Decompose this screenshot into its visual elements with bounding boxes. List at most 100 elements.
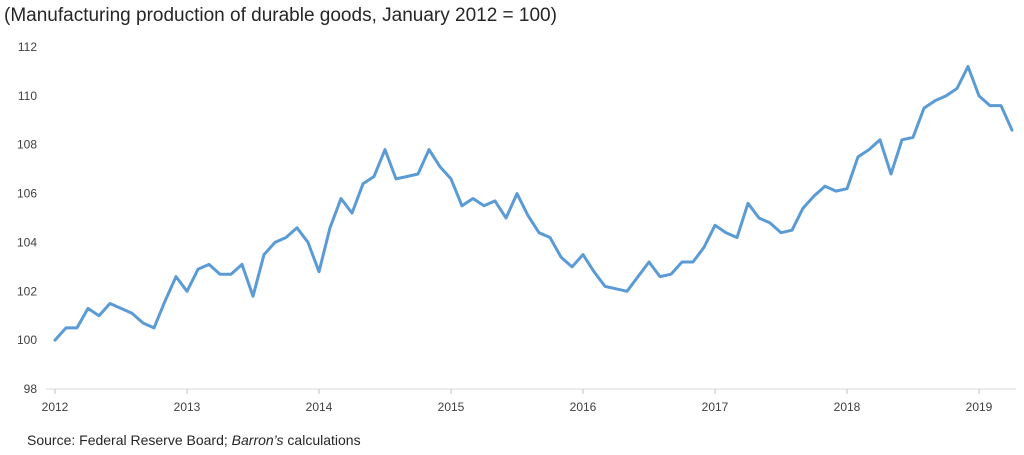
data-point: [340, 197, 343, 200]
data-point: [604, 285, 607, 288]
data-point: [802, 207, 805, 210]
data-point: [670, 273, 673, 276]
data-point: [912, 136, 915, 139]
data-point: [175, 275, 178, 278]
data-point: [824, 185, 827, 188]
data-point: [538, 231, 541, 234]
data-point: [362, 182, 365, 185]
data-point: [296, 226, 299, 229]
data-point: [153, 326, 156, 329]
data-point: [659, 275, 662, 278]
data-point: [461, 204, 464, 207]
data-point: [351, 212, 354, 215]
data-point: [241, 263, 244, 266]
source-note: Source: Federal Reserve Board; Barron’s …: [27, 432, 361, 448]
x-tick-label: 2012: [42, 400, 69, 414]
data-point: [373, 175, 376, 178]
data-point: [637, 275, 640, 278]
y-tick-label: 100: [17, 333, 37, 347]
y-tick-label: 108: [17, 138, 37, 152]
data-point: [714, 224, 717, 227]
series-layer: [53, 65, 1014, 342]
data-point: [494, 199, 497, 202]
data-point: [252, 295, 255, 298]
x-tick-label: 2019: [966, 400, 993, 414]
data-point: [923, 107, 926, 110]
data-point: [945, 94, 948, 97]
data-point: [868, 148, 871, 151]
y-tick-label: 110: [18, 89, 37, 103]
data-point: [736, 236, 739, 239]
data-point: [560, 256, 563, 259]
data-point: [318, 270, 321, 273]
data-point: [76, 326, 79, 329]
data-point: [989, 104, 992, 107]
data-point: [329, 226, 332, 229]
data-point: [230, 273, 233, 276]
data-point: [967, 65, 970, 68]
series-line: [53, 65, 1014, 342]
data-point: [978, 94, 981, 97]
data-point: [516, 192, 519, 195]
data-point: [263, 253, 266, 256]
data-point: [571, 265, 574, 268]
data-point: [87, 307, 90, 310]
data-point: [901, 138, 904, 141]
data-point: [769, 221, 772, 224]
y-tick-label: 106: [17, 187, 37, 201]
x-tick-label: 2017: [702, 400, 729, 414]
data-point: [758, 217, 761, 220]
y-tick-label: 98: [24, 382, 38, 396]
data-point: [835, 190, 838, 193]
data-point: [791, 229, 794, 232]
data-point: [582, 253, 585, 256]
data-point: [384, 148, 387, 151]
data-point: [703, 246, 706, 249]
y-tick-label: 112: [18, 40, 37, 54]
data-point: [681, 261, 684, 264]
x-tick-label: 2016: [570, 400, 597, 414]
source-suffix: calculations: [283, 432, 361, 448]
data-point: [725, 231, 728, 234]
chart-title: (Manufacturing production of durable goo…: [4, 5, 557, 26]
data-point: [98, 314, 101, 317]
data-point: [1011, 129, 1014, 132]
data-point: [164, 300, 167, 303]
data-point: [428, 148, 431, 151]
data-point: [439, 165, 442, 168]
x-tick-label: 2018: [834, 400, 861, 414]
data-point: [648, 261, 651, 264]
y-tick-label: 104: [17, 235, 37, 249]
y-axis: 98 100 102 104 106 108 110 112: [17, 40, 37, 396]
data-point: [307, 241, 310, 244]
data-point: [934, 99, 937, 102]
data-point: [890, 173, 893, 176]
source-italic: Barron’s: [231, 432, 284, 448]
data-point: [857, 155, 860, 158]
data-point: [626, 290, 629, 293]
data-point: [197, 268, 200, 271]
data-point: [483, 204, 486, 207]
data-point: [527, 214, 530, 217]
data-point: [285, 236, 288, 239]
data-point: [142, 322, 145, 325]
data-point: [65, 326, 68, 329]
data-point: [879, 138, 882, 141]
data-point: [450, 177, 453, 180]
data-point: [417, 173, 420, 176]
data-point: [593, 270, 596, 273]
data-point: [813, 195, 816, 198]
data-point: [1000, 104, 1003, 107]
data-point: [615, 287, 618, 290]
source-prefix: Source: Federal Reserve Board;: [27, 432, 232, 448]
x-tick-label: 2014: [306, 400, 333, 414]
data-point: [747, 202, 750, 205]
data-point: [505, 217, 508, 220]
y-tick-label: 102: [17, 284, 37, 298]
data-point: [54, 339, 57, 342]
data-point: [219, 273, 222, 276]
data-point: [186, 290, 189, 293]
x-tick-label: 2015: [438, 400, 465, 414]
data-point: [208, 263, 211, 266]
